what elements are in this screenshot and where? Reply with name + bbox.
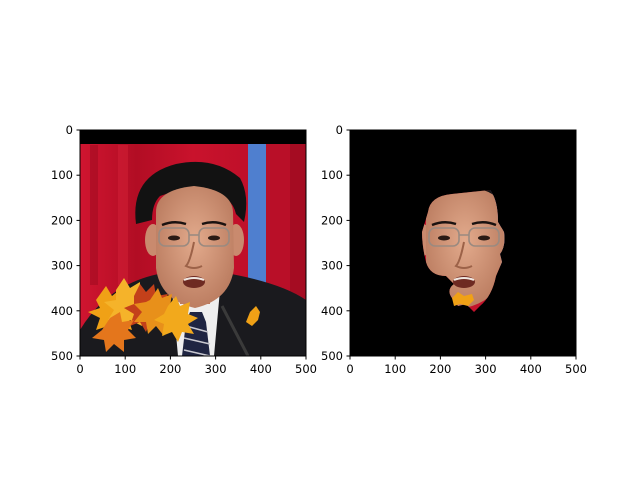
autumn-leaves: [88, 278, 260, 352]
y-tick-label: 200: [321, 213, 343, 227]
x-tick-label: 400: [520, 362, 542, 376]
y-tick-label: 100: [321, 168, 343, 182]
x-tick-label: 200: [429, 362, 451, 376]
y-tick-label: 300: [51, 259, 73, 273]
masked-photo: [350, 130, 576, 356]
x-tick-label: 300: [205, 362, 227, 376]
x-tick-label: 500: [565, 362, 587, 376]
y-tick-label: 100: [51, 168, 73, 182]
x-tick-label: 100: [114, 362, 136, 376]
y-tick-label: 500: [321, 349, 343, 363]
y-tick-label: 200: [51, 213, 73, 227]
y-tick-label: 500: [51, 349, 73, 363]
panel-masked: 0 100 200 300 400 500 0 100 200 300 400 …: [321, 123, 587, 376]
x-tick-label: 200: [159, 362, 181, 376]
y-tick-label: 0: [336, 123, 343, 137]
y-tick-label: 0: [66, 123, 73, 137]
x-tick-label: 400: [250, 362, 272, 376]
panel-original: 0 100 200 300 400 500 0 100 200 300 400 …: [51, 123, 317, 376]
y-tick-label: 400: [321, 304, 343, 318]
y-tick-label: 300: [321, 259, 343, 273]
x-tick-label: 500: [295, 362, 317, 376]
original-photo: [80, 130, 306, 356]
x-tick-label: 0: [76, 362, 83, 376]
x-tick-label: 0: [346, 362, 353, 376]
x-tick-label: 300: [475, 362, 497, 376]
x-tick-label: 100: [384, 362, 406, 376]
y-tick-label: 400: [51, 304, 73, 318]
